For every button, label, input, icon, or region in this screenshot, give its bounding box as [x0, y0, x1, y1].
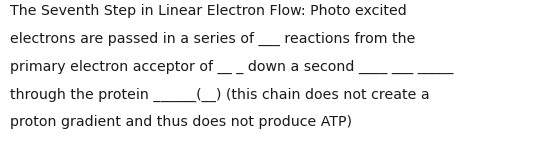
Text: proton gradient and thus does not produce ATP): proton gradient and thus does not produc…	[10, 115, 352, 129]
Text: primary electron acceptor of __ _ down a second ____ ___ _____: primary electron acceptor of __ _ down a…	[10, 60, 454, 74]
Text: through the protein ______(__) (this chain does not create a: through the protein ______(__) (this cha…	[10, 88, 430, 102]
Text: The Seventh Step in Linear Electron Flow: Photo excited: The Seventh Step in Linear Electron Flow…	[10, 4, 407, 18]
Text: electrons are passed in a series of ___ reactions from the: electrons are passed in a series of ___ …	[10, 32, 415, 46]
